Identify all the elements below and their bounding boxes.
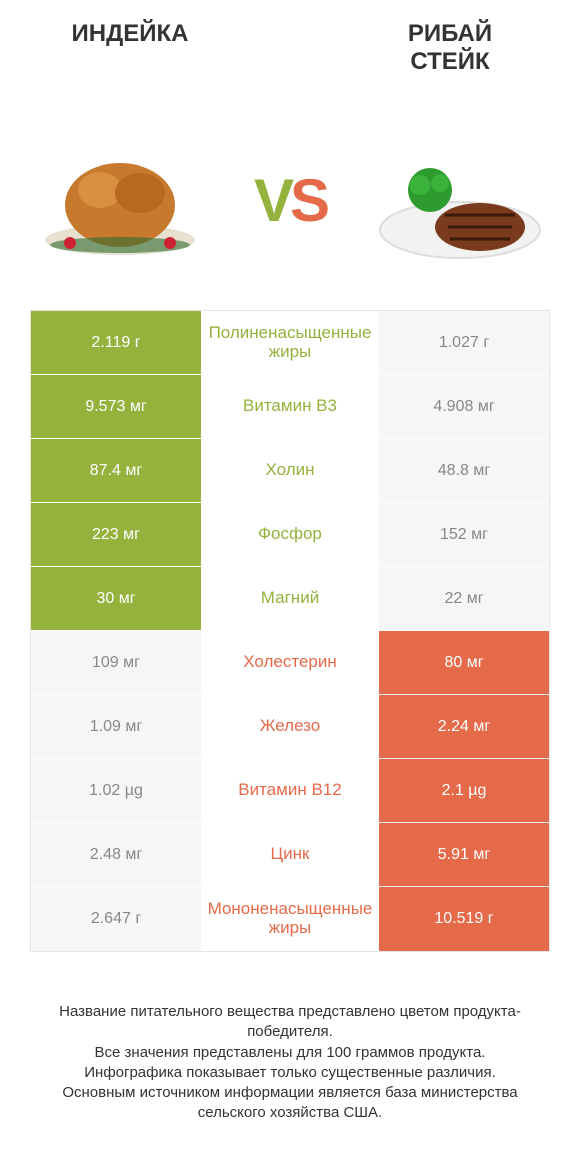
nutrient-table: 2.119 гПолиненасыщенные жиры1.027 г9.573… (30, 310, 550, 952)
table-row: 2.48 мгЦинк5.91 мг (31, 823, 549, 887)
vs-label: VS (254, 166, 326, 235)
table-row: 87.4 мгХолин48.8 мг (31, 439, 549, 503)
footer-line-2: Все значения представлены для 100 граммо… (30, 1043, 550, 1063)
cell-left: 2.48 мг (31, 823, 201, 886)
cell-right: 22 мг (379, 567, 549, 630)
cell-right: 1.027 г (379, 311, 549, 374)
cell-right: 2.1 µg (379, 759, 549, 822)
cell-right: 10.519 г (379, 887, 549, 951)
infographic-root: ИНДЕЙКА РИБАЙ СТЕЙК VS (0, 0, 580, 1134)
cell-nutrient: Магний (201, 567, 379, 630)
cell-nutrient: Фосфор (201, 503, 379, 566)
table-row: 2.647 гМононенасыщенные жиры10.519 г (31, 887, 549, 951)
cell-left: 2.119 г (31, 311, 201, 374)
header: ИНДЕЙКА РИБАЙ СТЕЙК (30, 20, 550, 110)
cell-nutrient: Витамин B3 (201, 375, 379, 438)
vs-s: S (290, 167, 326, 234)
table-row: 9.573 мгВитамин B34.908 мг (31, 375, 549, 439)
footer-line-1: Название питательного вещества представл… (30, 1002, 550, 1043)
table-row: 109 мгХолестерин80 мг (31, 631, 549, 695)
cell-right: 5.91 мг (379, 823, 549, 886)
cell-right: 48.8 мг (379, 439, 549, 502)
title-right: РИБАЙ СТЕЙК (350, 20, 550, 75)
cell-left: 9.573 мг (31, 375, 201, 438)
cell-nutrient: Холин (201, 439, 379, 502)
cell-right: 80 мг (379, 631, 549, 694)
cell-left: 30 мг (31, 567, 201, 630)
cell-right: 2.24 мг (379, 695, 549, 758)
cell-left: 223 мг (31, 503, 201, 566)
cell-nutrient: Цинк (201, 823, 379, 886)
vs-v: V (254, 167, 290, 234)
cell-left: 109 мг (31, 631, 201, 694)
footer-line-3: Инфографика показывает только существенн… (30, 1063, 550, 1083)
table-row: 223 мгФосфор152 мг (31, 503, 549, 567)
turkey-image (30, 135, 210, 265)
title-right-line2: СТЕЙК (410, 48, 489, 75)
cell-nutrient: Холестерин (201, 631, 379, 694)
table-row: 1.02 µgВитамин B122.1 µg (31, 759, 549, 823)
cell-right: 152 мг (379, 503, 549, 566)
footer-line-4: Основным источником информации является … (30, 1083, 550, 1124)
cell-left: 87.4 мг (31, 439, 201, 502)
cell-left: 2.647 г (31, 887, 201, 951)
table-row: 30 мгМагний22 мг (31, 567, 549, 631)
cell-nutrient: Витамин B12 (201, 759, 379, 822)
cell-nutrient: Железо (201, 695, 379, 758)
cell-nutrient: Полиненасыщенные жиры (201, 311, 379, 374)
images-row: VS (30, 120, 550, 280)
cell-left: 1.09 мг (31, 695, 201, 758)
cell-nutrient: Мононенасыщенные жиры (201, 887, 379, 951)
title-right-line1: РИБАЙ (408, 20, 492, 47)
title-left: ИНДЕЙКА (30, 20, 230, 48)
steak-image (370, 135, 550, 265)
cell-right: 4.908 мг (379, 375, 549, 438)
table-row: 2.119 гПолиненасыщенные жиры1.027 г (31, 311, 549, 375)
cell-left: 1.02 µg (31, 759, 201, 822)
table-row: 1.09 мгЖелезо2.24 мг (31, 695, 549, 759)
footer-text: Название питательного вещества представл… (30, 1002, 550, 1124)
